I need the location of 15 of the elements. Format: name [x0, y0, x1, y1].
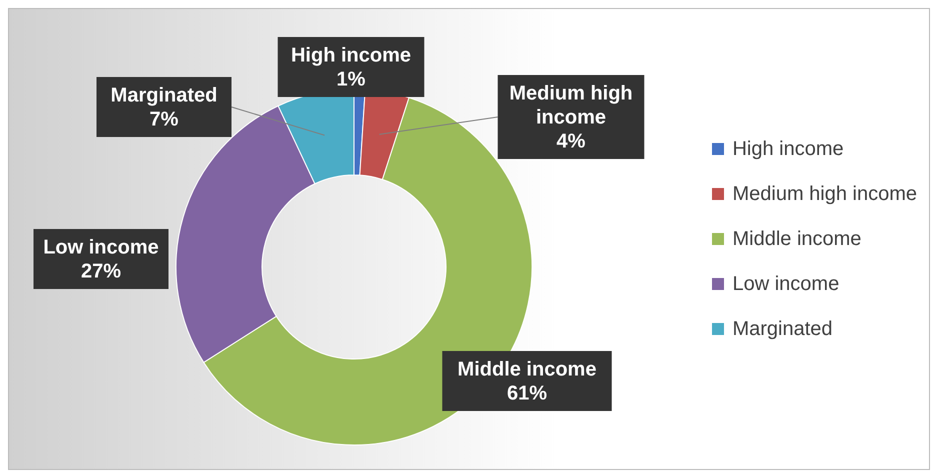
data-label: 4% [556, 130, 586, 153]
data-label: 7% [150, 108, 179, 131]
slice-label: High income [290, 44, 412, 67]
legend-label: Low income [732, 272, 840, 296]
data-label: 27% [80, 260, 122, 283]
legend-label: Middle income [732, 228, 862, 250]
data-label: 1% [336, 68, 366, 91]
legend-label: Marginated [732, 318, 833, 340]
slice-label: Marginated [110, 84, 218, 107]
data-label: 61% [506, 382, 548, 405]
slice-label: Low income [43, 236, 159, 259]
slice-label: Middle income [458, 358, 596, 381]
legend-label: Medium high income [732, 182, 917, 206]
slice-label: Medium high income [509, 82, 633, 129]
legend-label: High income [732, 138, 844, 160]
